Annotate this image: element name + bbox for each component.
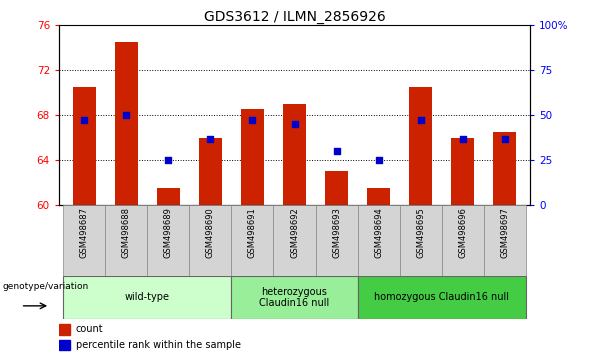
Bar — [484, 205, 526, 276]
Bar — [283, 104, 306, 205]
Text: GSM498689: GSM498689 — [164, 207, 173, 258]
Title: GDS3612 / ILMN_2856926: GDS3612 / ILMN_2856926 — [204, 10, 385, 24]
Bar — [59, 340, 70, 350]
Point — [80, 118, 89, 123]
Bar — [409, 87, 432, 205]
Bar — [59, 324, 70, 335]
Text: homozygous Claudin16 null: homozygous Claudin16 null — [374, 292, 509, 302]
Bar — [367, 188, 391, 205]
Bar — [451, 138, 474, 205]
Text: GSM498691: GSM498691 — [248, 207, 257, 258]
Text: GSM498693: GSM498693 — [332, 207, 341, 258]
Bar — [358, 205, 400, 276]
Bar — [358, 276, 526, 319]
Text: GSM498688: GSM498688 — [122, 207, 131, 258]
Bar — [273, 205, 316, 276]
Bar — [189, 205, 231, 276]
Point — [374, 157, 383, 163]
Bar — [157, 188, 180, 205]
Bar — [115, 42, 138, 205]
Bar — [231, 276, 358, 319]
Text: GSM498697: GSM498697 — [501, 207, 509, 258]
Point — [458, 136, 468, 141]
Bar — [316, 205, 358, 276]
Text: GSM498695: GSM498695 — [416, 207, 425, 258]
Text: GSM498696: GSM498696 — [458, 207, 467, 258]
Bar — [72, 87, 96, 205]
Bar — [400, 205, 442, 276]
Point — [206, 136, 215, 141]
Text: GSM498692: GSM498692 — [290, 207, 299, 258]
Text: genotype/variation: genotype/variation — [3, 282, 89, 291]
Bar — [63, 276, 231, 319]
Bar — [147, 205, 189, 276]
Bar — [241, 109, 264, 205]
Text: GSM498690: GSM498690 — [206, 207, 215, 258]
Bar — [63, 205, 105, 276]
Bar — [199, 138, 222, 205]
Point — [248, 118, 257, 123]
Point — [416, 118, 425, 123]
Bar — [442, 205, 484, 276]
Bar — [325, 171, 348, 205]
Text: wild-type: wild-type — [125, 292, 170, 302]
Text: count: count — [76, 324, 104, 334]
Point — [164, 157, 173, 163]
Bar — [494, 132, 517, 205]
Text: heterozygous
Claudin16 null: heterozygous Claudin16 null — [259, 286, 330, 308]
Text: GSM498687: GSM498687 — [80, 207, 88, 258]
Bar — [231, 205, 273, 276]
Bar — [105, 205, 147, 276]
Point — [290, 121, 299, 127]
Point — [500, 136, 509, 141]
Point — [332, 148, 341, 154]
Text: percentile rank within the sample: percentile rank within the sample — [76, 340, 241, 350]
Point — [121, 112, 131, 118]
Text: GSM498694: GSM498694 — [374, 207, 383, 258]
